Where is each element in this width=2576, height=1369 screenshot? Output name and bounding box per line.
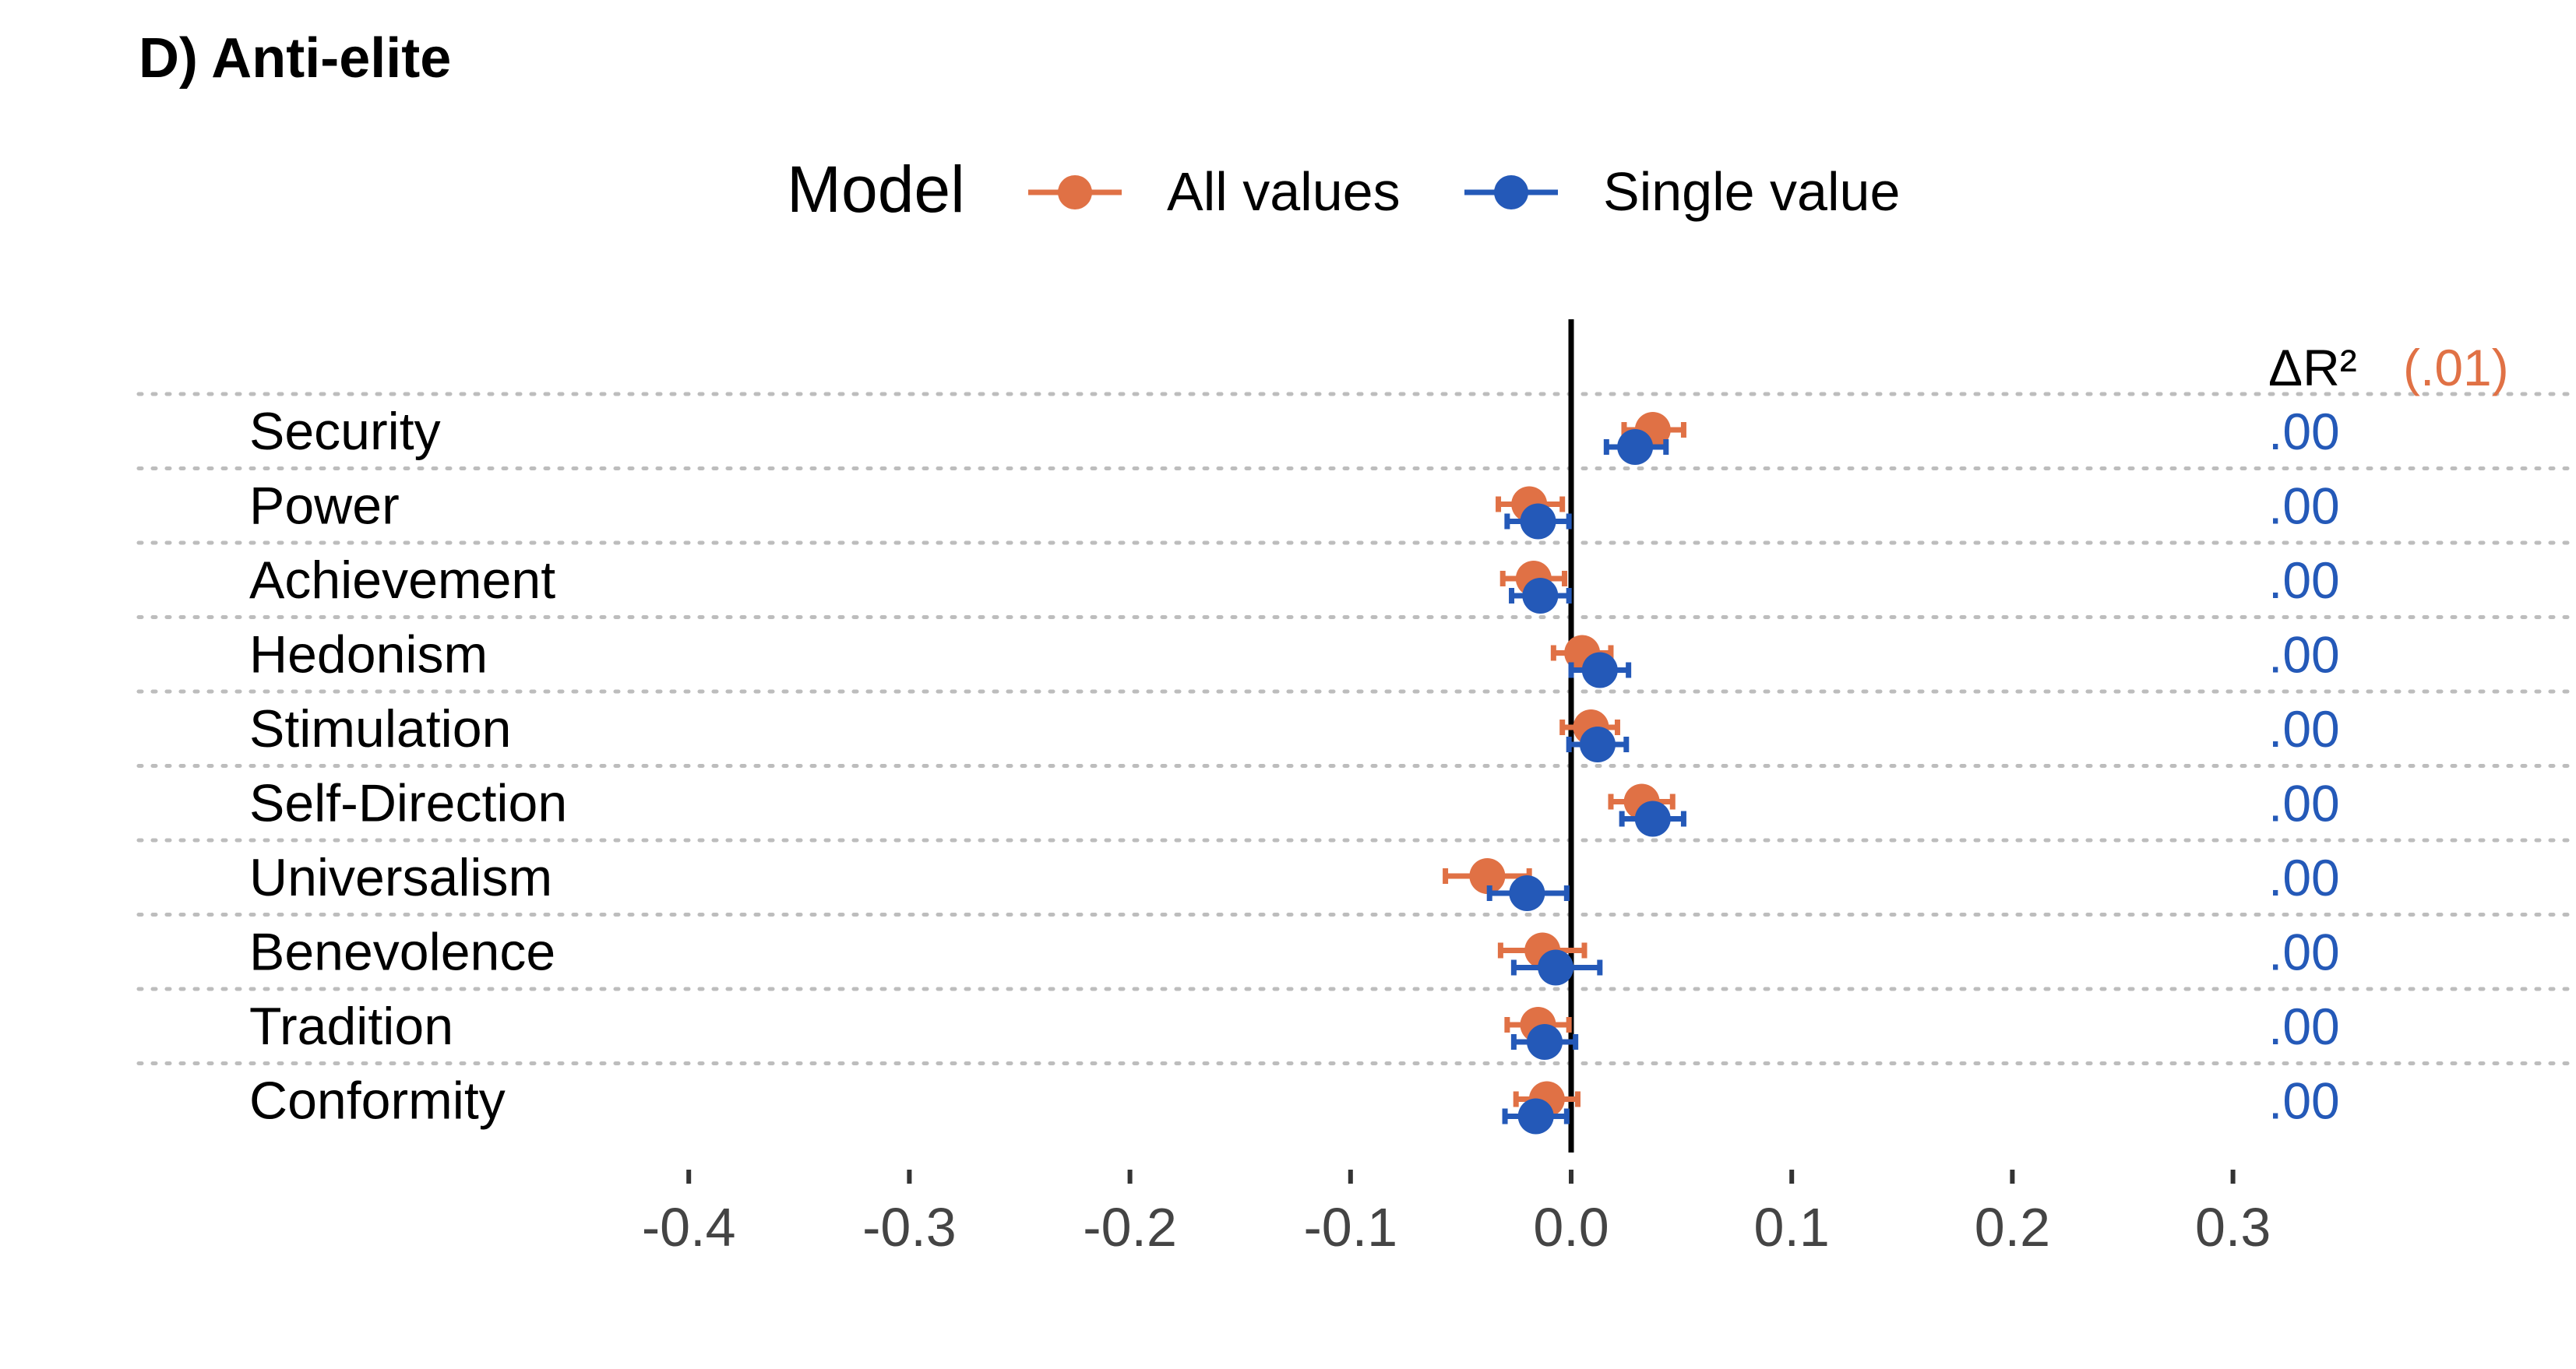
delta-r2-value: .00 bbox=[2268, 551, 2340, 609]
row-label: Self-Direction bbox=[249, 774, 567, 833]
point-estimate bbox=[1520, 503, 1556, 540]
delta-r2-value: .00 bbox=[2268, 626, 2340, 684]
chart-title: D) Anti-elite bbox=[139, 27, 451, 90]
row-label: Stimulation bbox=[249, 699, 511, 758]
point-estimate bbox=[1469, 858, 1506, 894]
row-label: Universalism bbox=[249, 848, 552, 907]
row-label: Security bbox=[249, 402, 441, 461]
point-estimate bbox=[1517, 1098, 1554, 1135]
x-tick-label: 0.3 bbox=[2195, 1197, 2271, 1258]
point-estimate bbox=[1509, 875, 1545, 911]
row-label: Conformity bbox=[249, 1072, 506, 1131]
legend-key-dot bbox=[1494, 175, 1528, 209]
x-tick-label: -0.3 bbox=[862, 1197, 957, 1258]
delta-r2-value: .00 bbox=[2268, 998, 2340, 1055]
legend-key-dot bbox=[1058, 175, 1092, 209]
delta-r2-value: .00 bbox=[2268, 849, 2340, 906]
x-tick-label: -0.2 bbox=[1083, 1197, 1177, 1258]
delta-r2-header: ΔR² (.01) bbox=[2268, 339, 2509, 396]
x-tick-label: 0.0 bbox=[1533, 1197, 1609, 1258]
data-marks bbox=[1443, 412, 1686, 1135]
legend-entry-single-value: Single value bbox=[1464, 161, 1900, 222]
delta-r2-values: .00 .00 .00 .00 .00 .00 .00 .00 .00 .00 bbox=[2268, 403, 2340, 1130]
x-tick-label: -0.4 bbox=[642, 1197, 736, 1258]
legend-entry-label: All values bbox=[1167, 161, 1401, 222]
point-estimate bbox=[1538, 949, 1574, 986]
legend-entry-all-values: All values bbox=[1028, 161, 1401, 222]
row-label: Tradition bbox=[249, 997, 453, 1056]
legend-title: Model bbox=[787, 153, 965, 226]
delta-r2-value: .00 bbox=[2268, 924, 2340, 981]
x-tick-label: 0.1 bbox=[1754, 1197, 1830, 1258]
delta-r2-header-value: (.01) bbox=[2403, 339, 2509, 396]
x-tick-label: 0.2 bbox=[1975, 1197, 2050, 1258]
series-single-value bbox=[1486, 429, 1686, 1135]
legend-entries: All values Single value bbox=[1028, 161, 1900, 222]
row-label: Benevolence bbox=[249, 923, 555, 982]
point-estimate bbox=[1634, 801, 1671, 837]
delta-r2-value: .00 bbox=[2268, 700, 2340, 758]
row-labels: Security Power Achievement Hedonism Stimulat… bbox=[249, 402, 567, 1131]
row-label: Power bbox=[249, 477, 400, 536]
point-estimate bbox=[1581, 652, 1618, 688]
x-axis-ticks: -0.4 -0.3 -0.2 -0.1 0.0 0.1 0.2 0.3 bbox=[642, 1170, 2271, 1258]
delta-r2-value: .00 bbox=[2268, 775, 2340, 832]
grid-lines bbox=[136, 392, 2576, 1065]
x-tick-label: -0.1 bbox=[1303, 1197, 1397, 1258]
series-all-values bbox=[1443, 412, 1686, 1117]
legend-entry-label: Single value bbox=[1603, 161, 1900, 222]
delta-r2-value: .00 bbox=[2268, 403, 2340, 460]
legend: Model All values Single value bbox=[787, 153, 1900, 226]
delta-r2-value: .00 bbox=[2268, 477, 2340, 535]
point-estimate bbox=[1617, 429, 1654, 465]
point-estimate bbox=[1522, 578, 1559, 614]
delta-r2-header-label: ΔR² bbox=[2268, 339, 2357, 396]
row-label: Achievement bbox=[249, 551, 555, 610]
point-estimate bbox=[1579, 727, 1616, 762]
delta-r2-value: .00 bbox=[2268, 1072, 2340, 1130]
row-label: Hedonism bbox=[249, 625, 488, 684]
point-estimate bbox=[1527, 1024, 1563, 1060]
